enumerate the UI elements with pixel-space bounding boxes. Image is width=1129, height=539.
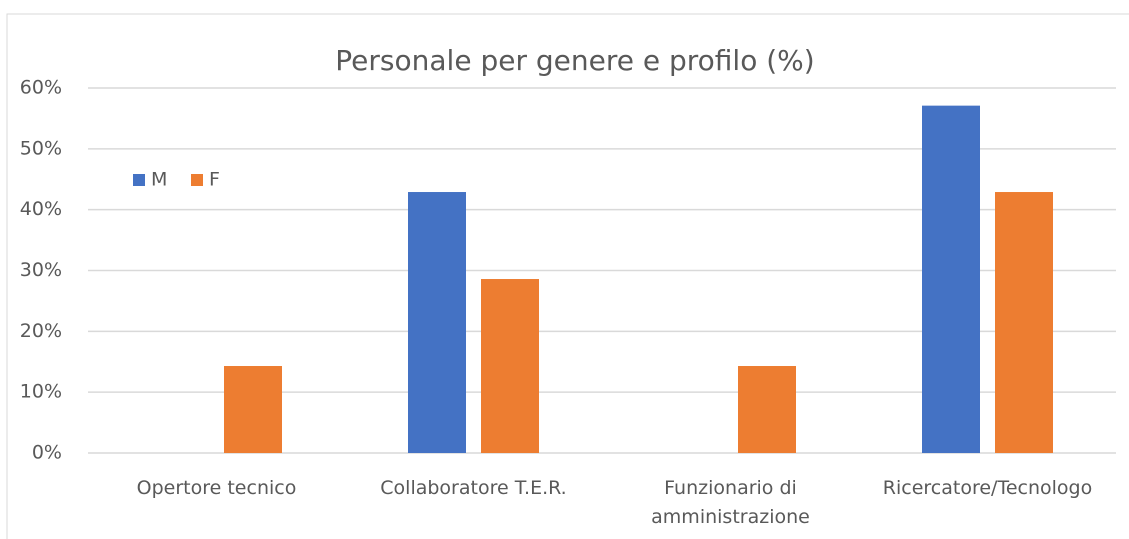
bar (922, 105, 980, 454)
y-tick-label: 30% (20, 259, 62, 281)
y-tick-label: 50% (20, 137, 62, 159)
bar (738, 366, 796, 453)
y-tick-label: 0% (32, 442, 62, 464)
x-tick-label: Funzionario di amministrazione (651, 477, 810, 528)
bar (408, 192, 466, 453)
y-tick-label: 10% (20, 381, 62, 403)
y-tick-label: 60% (20, 77, 62, 99)
x-tick-label: Opertore tecnico (136, 477, 297, 499)
x-tick-label: Collaboratore T.E.R. (380, 477, 567, 499)
legend-label: M (151, 169, 167, 191)
legend-label: F (209, 169, 220, 191)
bar (995, 192, 1053, 453)
y-tick-label: 20% (20, 320, 62, 342)
chart-border (6, 13, 1129, 539)
bar (224, 366, 282, 453)
x-tick-label: Ricercatore/Tecnologo (882, 477, 1093, 499)
bar (481, 279, 539, 453)
y-tick-label: 40% (20, 198, 62, 220)
chart-title: Personale per genere e profilo (%) (335, 44, 814, 77)
legend-swatch (133, 174, 145, 186)
legend-swatch (191, 174, 203, 186)
